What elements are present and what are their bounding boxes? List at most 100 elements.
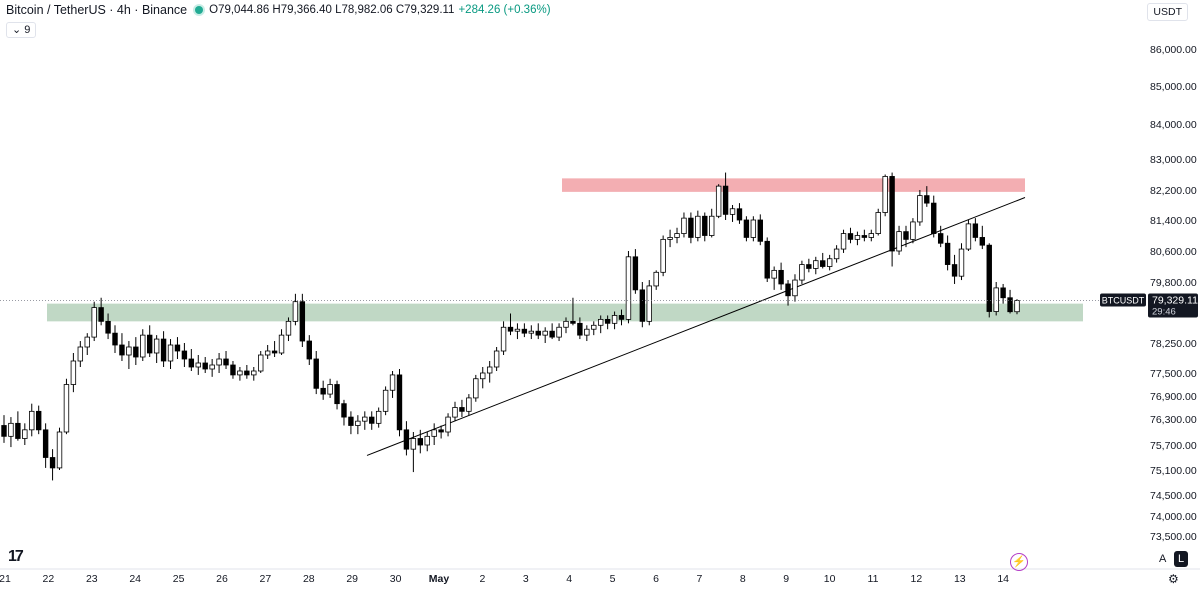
price-axis-label: 75,100.00: [1150, 465, 1197, 477]
time-axis-label: 9: [783, 573, 789, 585]
candle-bullish: [910, 221, 916, 240]
candle-bullish: [896, 231, 902, 252]
symbol-tag: [1100, 293, 1146, 307]
time-axis-label: 6: [653, 573, 659, 585]
time-axis-label: 7: [696, 573, 702, 585]
auto-scale-button[interactable]: A: [1159, 553, 1167, 565]
candle-bullish: [209, 364, 215, 370]
resistance-zone: [562, 178, 1025, 192]
candle-bullish: [56, 431, 63, 469]
candle-bearish: [820, 260, 826, 267]
candle-bullish: [466, 397, 472, 412]
candle-bullish: [556, 326, 562, 338]
candle-bearish: [320, 387, 326, 395]
candle-bullish: [792, 279, 798, 297]
market-status-icon: [195, 6, 204, 14]
candle-bullish: [771, 269, 777, 279]
candle-bullish: [70, 360, 77, 385]
candle-bearish: [174, 344, 181, 352]
candle-bearish: [847, 233, 854, 240]
candle-bearish: [334, 384, 340, 405]
candle-bullish: [695, 215, 701, 238]
candle-bullish: [917, 195, 923, 223]
time-axis-label: 12: [911, 573, 923, 585]
candle-bullish: [285, 320, 292, 336]
currency-button[interactable]: USDT: [1147, 3, 1188, 21]
time-axis-label: 23: [86, 573, 98, 585]
candle-bullish: [653, 271, 659, 287]
candle-bearish: [1007, 297, 1013, 313]
candle-bullish: [153, 338, 160, 354]
candle-bearish: [785, 283, 791, 297]
price-axis-label: 76,300.00: [1150, 414, 1197, 426]
log-scale-button[interactable]: L: [1174, 551, 1188, 567]
time-axis-label: 4: [566, 573, 572, 585]
candle-bullish: [868, 233, 874, 238]
candle-bearish: [42, 429, 49, 458]
candle-bullish: [958, 248, 965, 277]
candle-bearish: [639, 289, 646, 322]
candle-bearish: [806, 264, 812, 269]
candle-bearish: [702, 215, 708, 236]
candle-bullish: [500, 326, 507, 352]
candle-bullish: [833, 248, 840, 260]
candle-bearish: [188, 358, 195, 368]
candle-bullish: [528, 330, 535, 334]
candle-bearish: [271, 350, 278, 354]
candle-bearish: [230, 364, 236, 376]
candle-bearish: [889, 176, 895, 252]
candle-bullish: [799, 264, 805, 281]
price-axis-label: 79,800.00: [1150, 277, 1197, 289]
candle-bullish: [452, 407, 458, 418]
candle-bullish: [258, 354, 264, 372]
price-axis-label: 74,000.00: [1150, 511, 1197, 523]
legend-header: Bitcoin / TetherUS · 4h · Binance O79,04…: [6, 3, 551, 17]
gear-icon[interactable]: ⚙: [1168, 572, 1179, 586]
price-axis-label: 83,000.00: [1150, 154, 1197, 166]
candle-bearish: [112, 332, 118, 346]
time-axis-label: 14: [997, 573, 1009, 585]
candle-bearish: [15, 422, 21, 439]
price-axis-label: 86,000.00: [1150, 44, 1197, 56]
candle-bearish: [35, 410, 42, 431]
candle-bullish: [140, 334, 146, 358]
candle-bearish: [570, 320, 576, 324]
candle-bullish: [611, 315, 618, 324]
support-zone: [47, 303, 1083, 322]
indicator-toggle-button[interactable]: ⌄ 9: [6, 22, 37, 38]
time-axis-label: 29: [346, 573, 358, 585]
symbol-title[interactable]: Bitcoin / TetherUS · 4h · Binance: [6, 3, 188, 17]
candle-bullish: [251, 370, 257, 376]
candle-bullish: [264, 350, 271, 356]
candle-bearish: [348, 416, 354, 426]
candle-bearish: [160, 338, 167, 362]
candle-bullish: [993, 287, 999, 312]
candle-bearish: [1, 425, 7, 437]
candle-bearish: [396, 374, 403, 431]
candle-bearish: [459, 407, 465, 412]
candle-bullish: [840, 233, 847, 250]
candle-bullish: [362, 416, 368, 422]
time-axis-label: 25: [173, 573, 185, 585]
time-axis-label: 5: [610, 573, 616, 585]
tradingview-logo-icon: 17: [8, 548, 24, 565]
candle-bullish: [195, 362, 201, 368]
candle-bearish: [577, 322, 583, 336]
time-axis-label: 3: [523, 573, 529, 585]
time-axis-label: 24: [129, 573, 141, 585]
candle-bearish: [341, 403, 347, 418]
candle-bearish: [369, 416, 375, 424]
candle-bullish: [729, 208, 736, 215]
candle-bullish: [63, 384, 70, 433]
candle-bullish: [237, 370, 243, 376]
candle-bullish: [126, 346, 132, 356]
candle-bullish: [84, 336, 90, 348]
time-axis-label: 10: [824, 573, 836, 585]
lightning-icon[interactable]: ⚡: [1010, 553, 1028, 571]
price-axis-label: 82,200.00: [1150, 185, 1197, 197]
candle-bearish: [147, 334, 153, 354]
candle-bearish: [604, 318, 611, 324]
candle-bearish: [98, 307, 104, 322]
price-axis-label: 73,500.00: [1150, 531, 1197, 543]
